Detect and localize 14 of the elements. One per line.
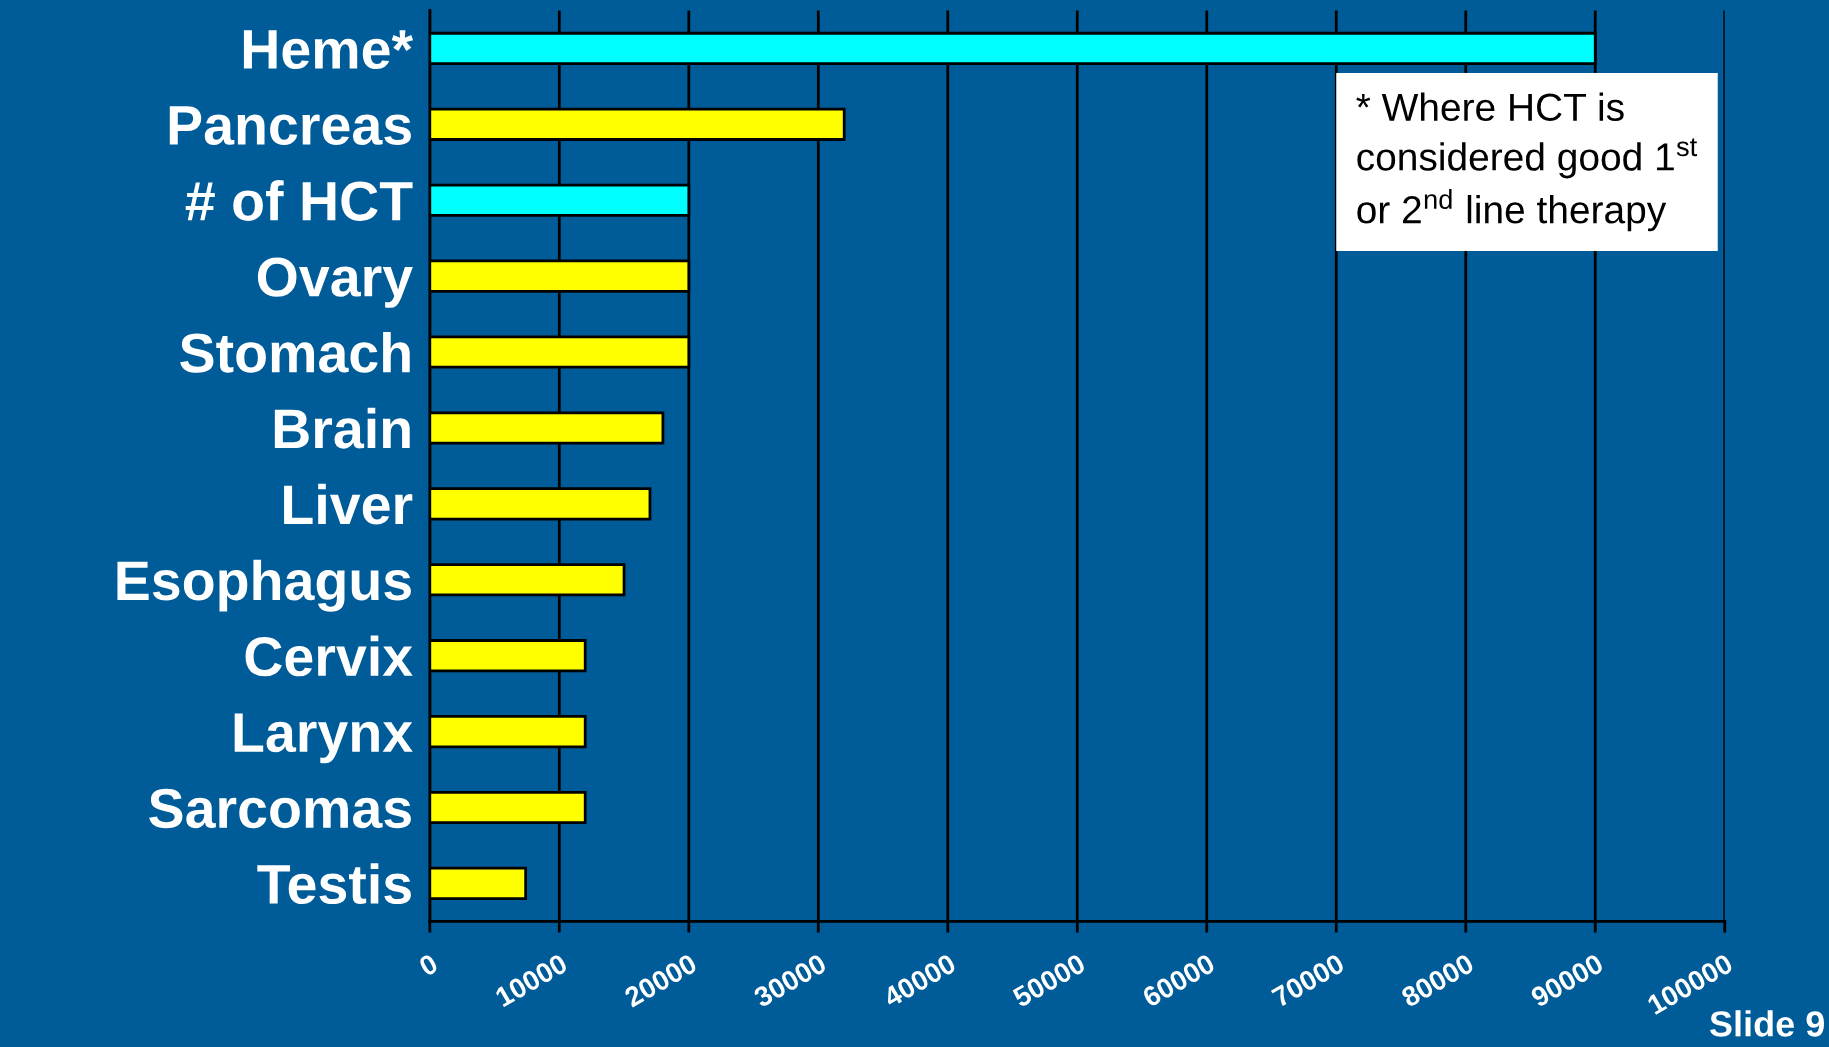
y-tick-label: Cervix: [245, 635, 413, 677]
y-tick-label: Liver: [284, 483, 413, 525]
x-tick-label: 0: [417, 953, 440, 977]
y-tick-label: Pancreas: [169, 106, 411, 146]
y-tick-label: Sarcomas: [149, 788, 411, 829]
y-tick-label: Heme*: [243, 30, 414, 70]
y-tick-label: Larynx: [234, 713, 413, 764]
y-tick-label: Esophagus: [117, 559, 411, 612]
y-tick-label: Stomach: [180, 331, 410, 373]
text: * Where HCT is considered good 1$^{st}$ or 2$^{nd}$ line therapy: [1356, 92, 1698, 232]
y-tick-label: Brain: [274, 407, 410, 449]
y-tick-label: # of HCT: [185, 180, 413, 221]
y-tick-label: Ovary: [257, 257, 413, 308]
y-tick-label: Testis: [257, 863, 411, 905]
